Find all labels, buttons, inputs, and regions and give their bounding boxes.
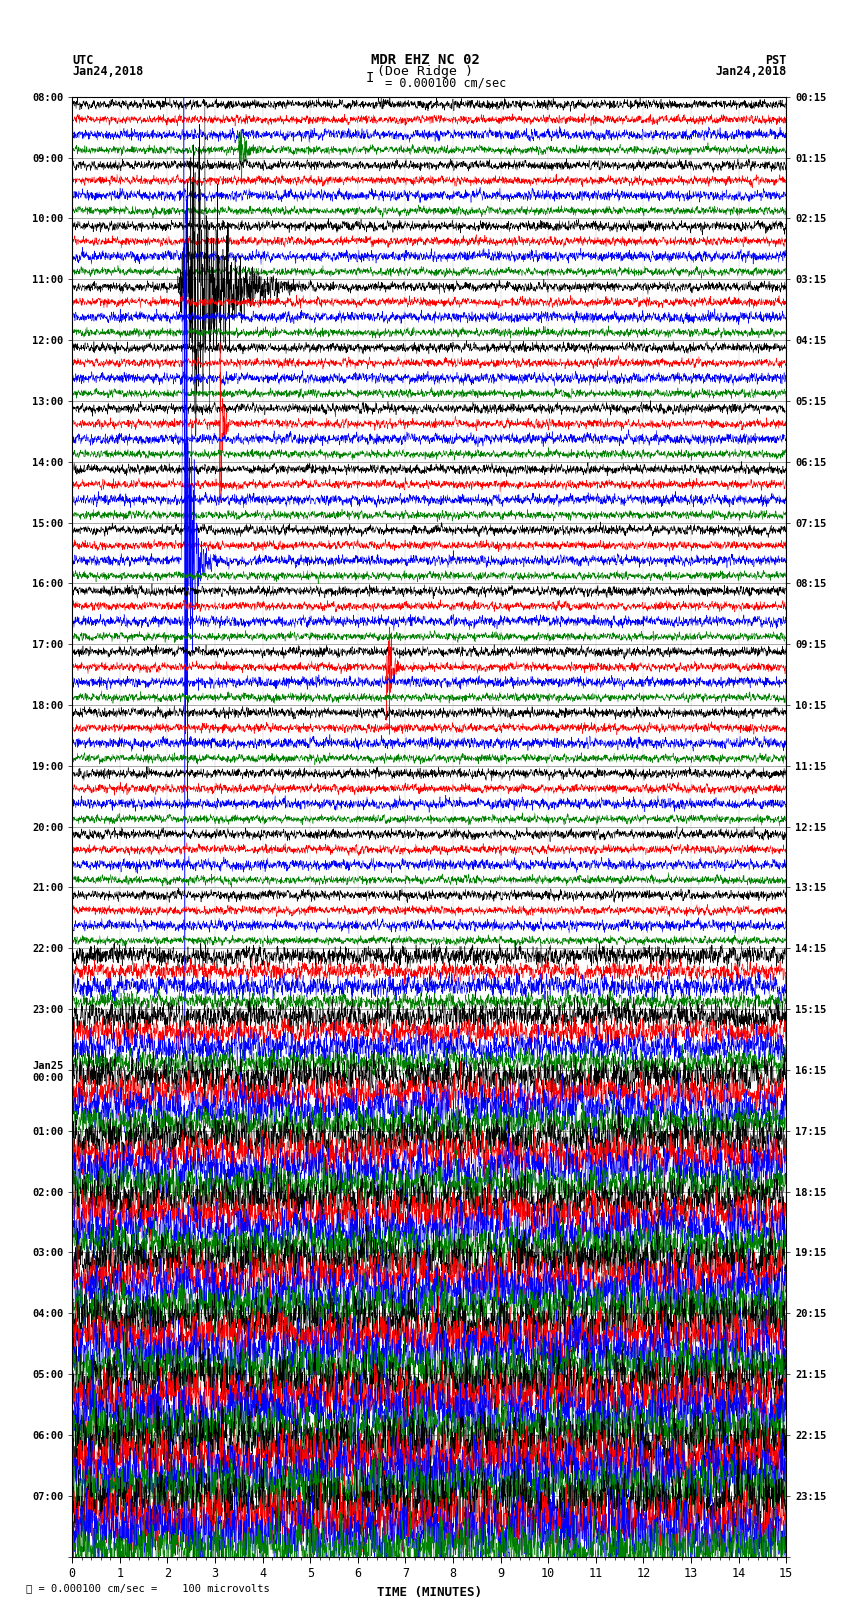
Text: UTC: UTC [72,53,94,66]
Text: I: I [366,71,374,85]
Text: (Doe Ridge ): (Doe Ridge ) [377,65,473,77]
Text: PST: PST [765,53,786,66]
Text: = 0.000100 cm/sec: = 0.000100 cm/sec [378,76,507,90]
Text: Jan24,2018: Jan24,2018 [715,65,786,77]
Text: Jan24,2018: Jan24,2018 [72,65,144,77]
Text: ⎺ = 0.000100 cm/sec =    100 microvolts: ⎺ = 0.000100 cm/sec = 100 microvolts [26,1584,269,1594]
Text: MDR EHZ NC 02: MDR EHZ NC 02 [371,53,479,66]
X-axis label: TIME (MINUTES): TIME (MINUTES) [377,1586,482,1598]
